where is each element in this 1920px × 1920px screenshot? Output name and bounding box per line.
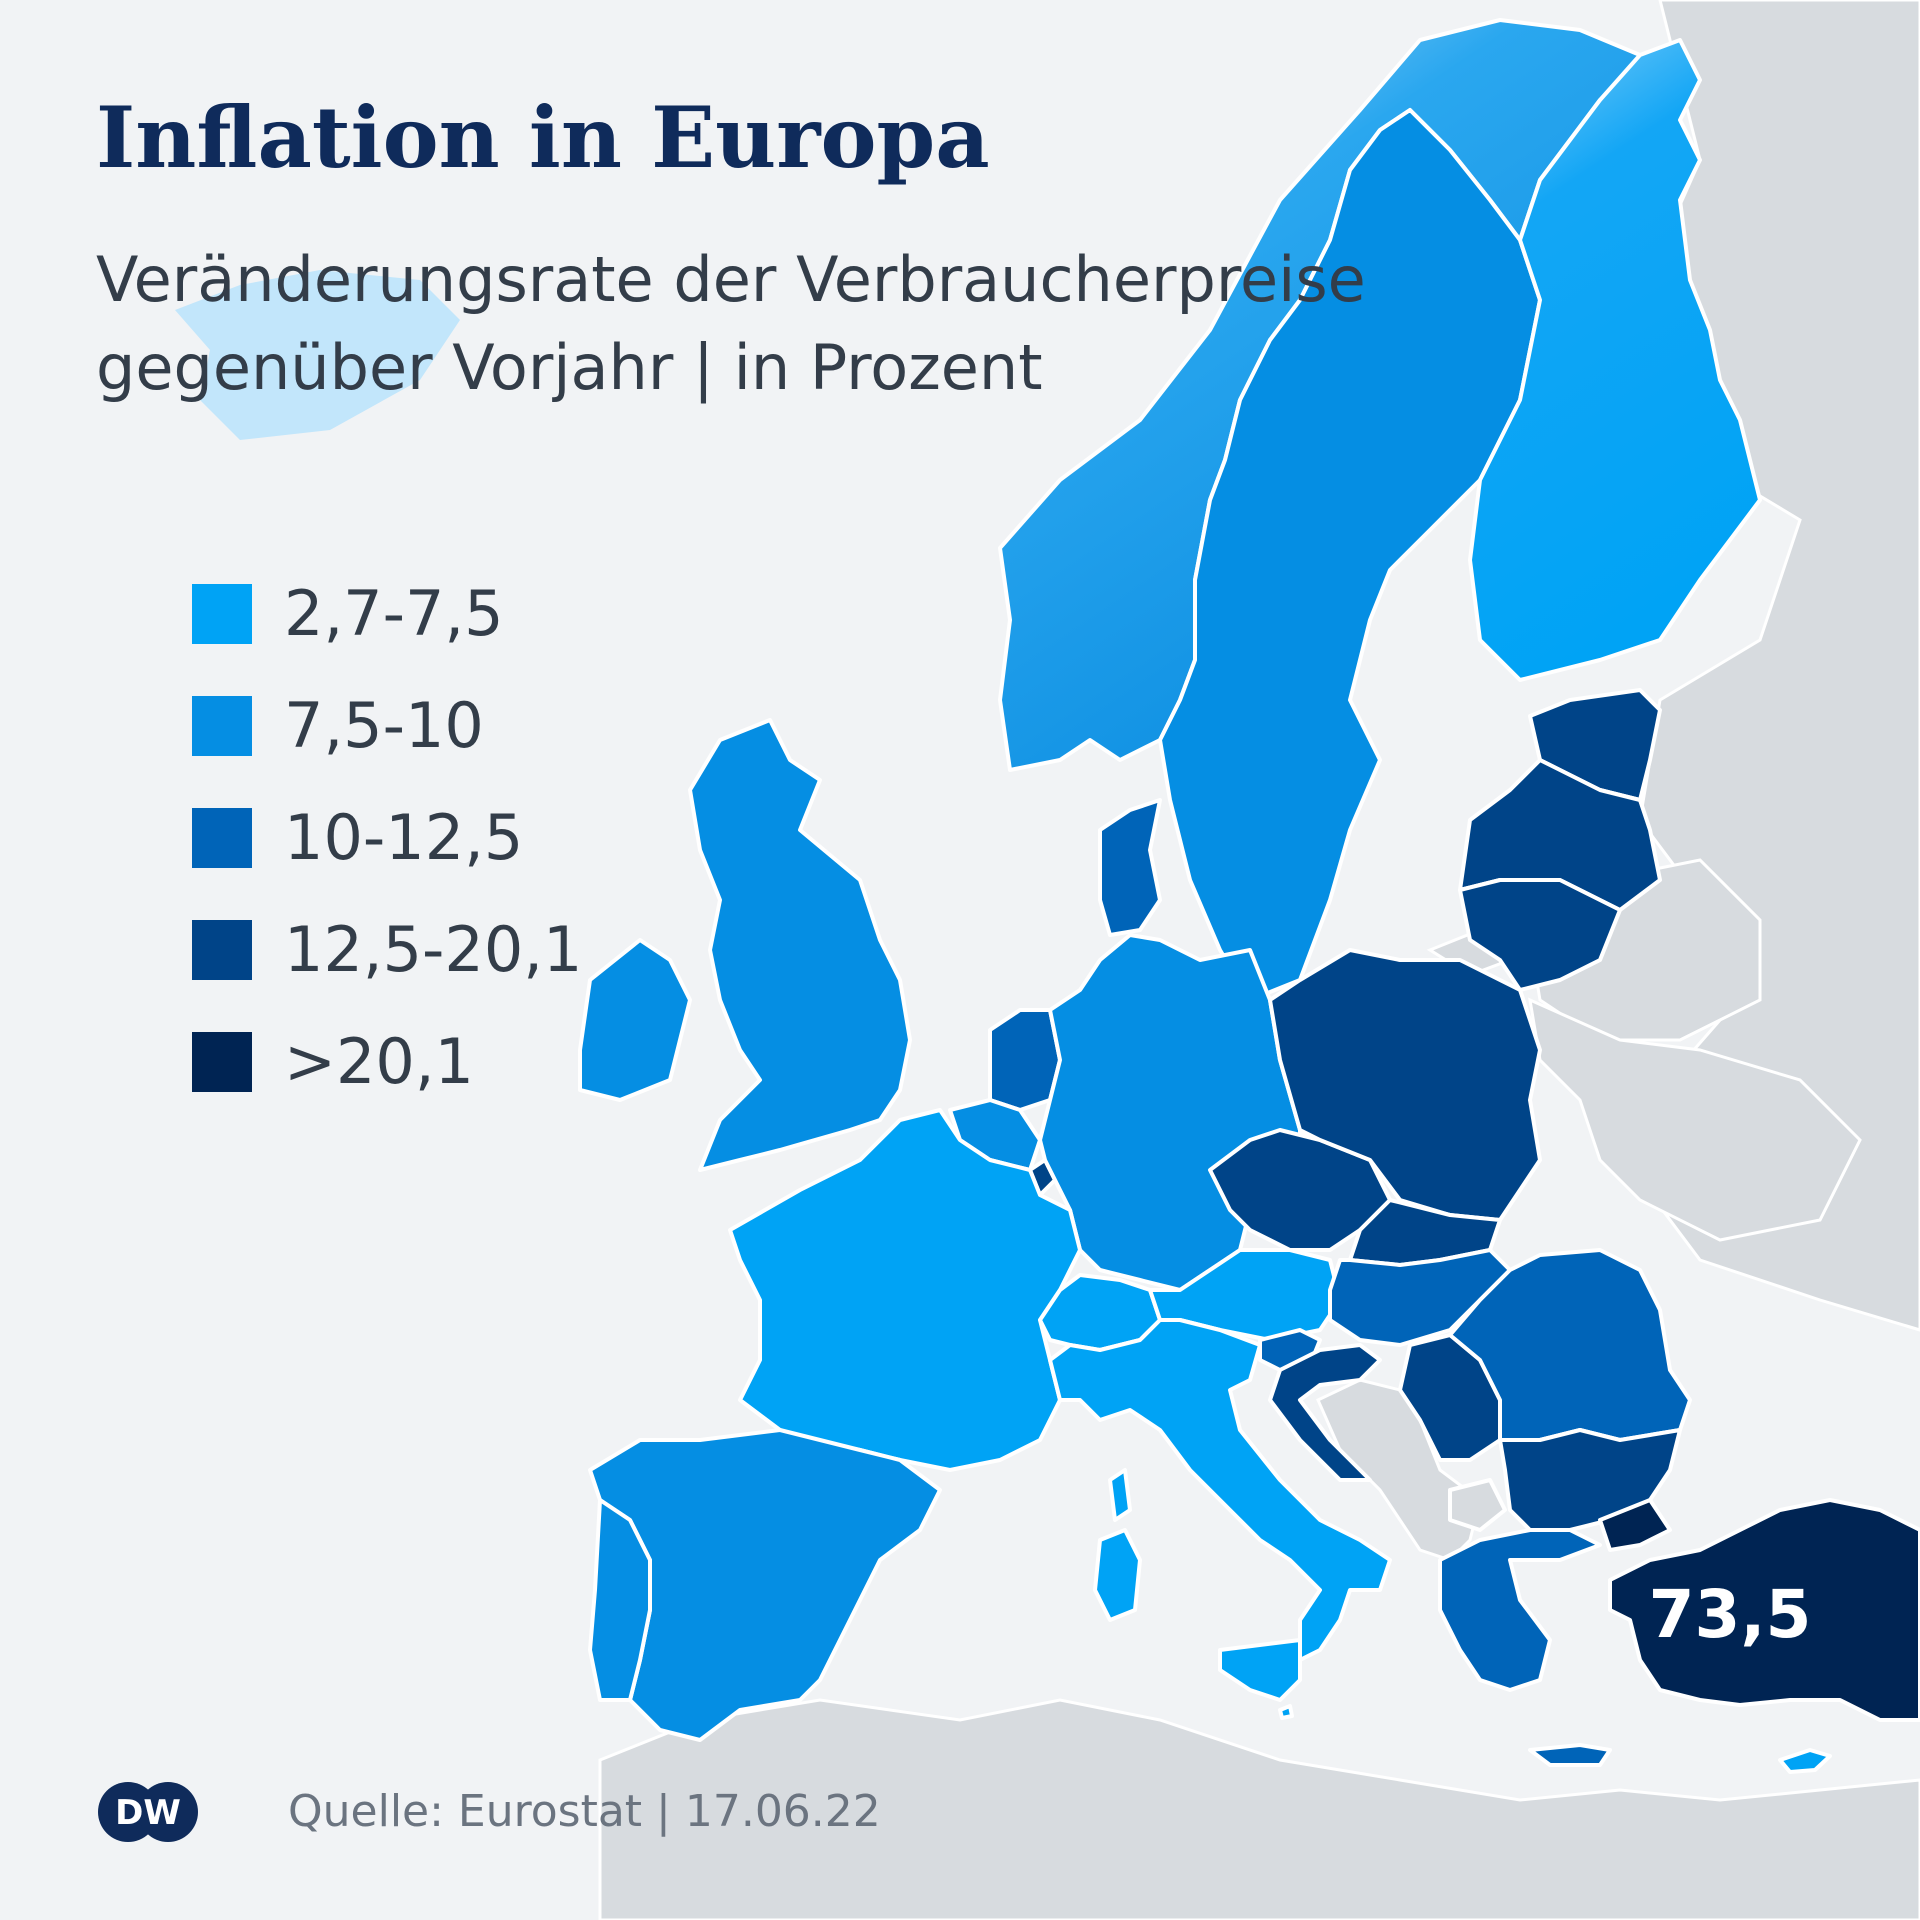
legend-swatch — [192, 696, 252, 756]
subtitle: Veränderungsrate der Verbraucherpreise g… — [96, 236, 1366, 412]
country-sicily — [1218, 1638, 1302, 1702]
legend-label: 12,5-20,1 — [284, 913, 583, 986]
legend-label: 10-12,5 — [284, 801, 524, 874]
country-sardinia — [1093, 1528, 1142, 1622]
country-denmark — [1098, 798, 1162, 937]
subtitle-line-1: Veränderungsrate der Verbraucherpreise — [96, 243, 1366, 316]
page-title: Inflation in Europa — [96, 88, 990, 187]
country-north-macedonia — [1448, 1478, 1507, 1532]
country-croatia — [1268, 1343, 1382, 1482]
legend-swatch — [192, 584, 252, 644]
country-cyprus — [1778, 1748, 1832, 1774]
country-finland — [1468, 38, 1762, 682]
country-lithuania — [1458, 878, 1622, 992]
country-uk — [688, 718, 912, 1172]
country-italy — [1048, 1318, 1392, 1662]
turkey-value-label: 73,5 — [1648, 1576, 1812, 1653]
legend-swatch — [192, 1032, 252, 1092]
country-malta — [1278, 1704, 1294, 1720]
country-ireland — [578, 938, 692, 1102]
dw-logo-text: DW — [115, 1793, 181, 1833]
dw-logo-icon: DW — [98, 1782, 198, 1842]
country-portugal — [588, 1498, 652, 1702]
country-corsica — [1108, 1468, 1132, 1522]
country-sweden — [1158, 108, 1542, 1002]
legend-swatch — [192, 920, 252, 980]
legend-swatch — [192, 808, 252, 868]
country-poland — [1268, 948, 1542, 1222]
land-north-africa — [598, 1698, 1920, 1920]
subtitle-line-2: gegenüber Vorjahr | in Prozent — [96, 331, 1043, 404]
country-crete — [1528, 1743, 1612, 1767]
legend-label: 2,7-7,5 — [284, 577, 504, 650]
land-iceland — [175, 270, 460, 440]
country-turkey — [1608, 1498, 1920, 1722]
country-turkey-thrace — [1598, 1498, 1672, 1552]
source-note: Quelle: Eurostat | 17.06.22 — [288, 1786, 881, 1837]
legend-label: >20,1 — [284, 1025, 474, 1098]
legend-label: 7,5-10 — [284, 689, 484, 762]
country-greece — [1438, 1528, 1602, 1692]
land-ukraine — [1528, 997, 1862, 1242]
